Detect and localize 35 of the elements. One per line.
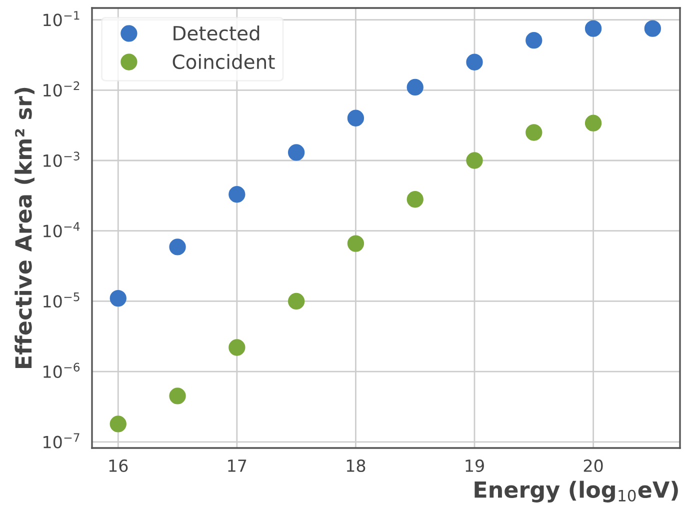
point	[406, 191, 424, 208]
x-tick-label: 19	[466, 459, 484, 472]
y-tick-label: 10$^{−6}$	[44, 362, 80, 378]
y-tick-label: 10$^{−4}$	[44, 222, 80, 238]
y-axis-title: Effective Area (km² sr)	[14, 88, 34, 368]
point	[110, 416, 126, 432]
point	[110, 290, 126, 307]
x-tick-label: 17	[228, 460, 246, 472]
point	[526, 124, 542, 141]
legend-label: Coincident	[172, 54, 275, 70]
point	[526, 32, 542, 49]
point	[584, 114, 602, 132]
point	[406, 78, 424, 96]
x-tick-label: 18	[346, 459, 366, 472]
point	[169, 238, 186, 256]
y-tick-label: 10$^{−2}$	[44, 81, 80, 97]
y-tick-label: 10$^{−5}$	[44, 292, 80, 308]
point	[466, 152, 483, 169]
point	[288, 144, 305, 161]
point	[169, 388, 186, 404]
point	[228, 186, 246, 203]
point	[644, 20, 662, 37]
y-tick-label: 10$^{−3}$	[44, 152, 80, 167]
point	[347, 110, 364, 126]
point	[288, 292, 305, 310]
point	[466, 54, 483, 70]
legend-label: Detected	[174, 26, 260, 41]
x-axis-title: Energy (log$_{10}$eV)	[474, 480, 678, 502]
x-tick-label: 16	[109, 459, 128, 472]
y-tick-label: 10$^{−1}$	[44, 11, 80, 26]
y-tick-label: 10$^{−7}$	[44, 433, 80, 448]
point	[584, 20, 602, 37]
x-tick-label: 20	[584, 459, 603, 472]
point	[228, 339, 246, 356]
point	[347, 235, 364, 252]
